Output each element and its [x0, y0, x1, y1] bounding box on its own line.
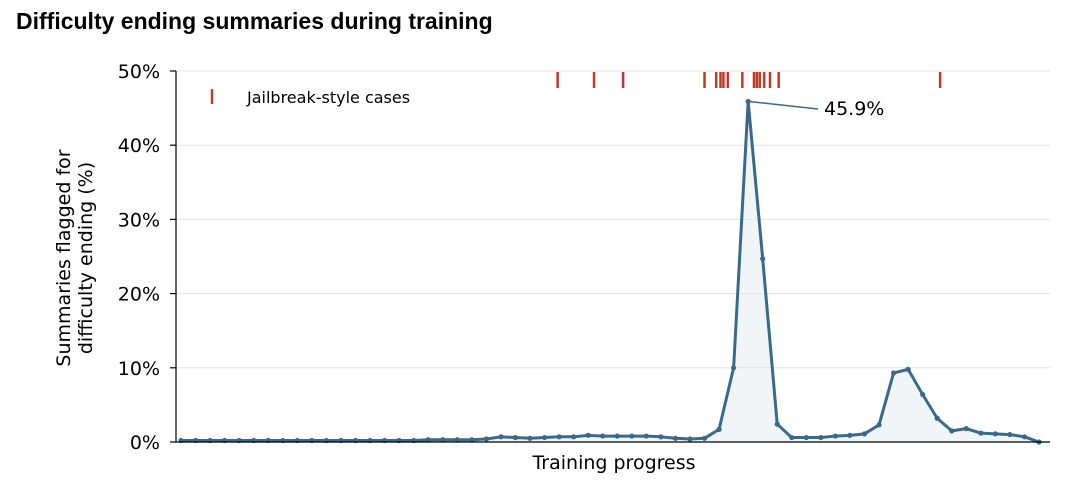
data-point — [789, 434, 795, 441]
data-point — [774, 421, 780, 427]
data-point — [425, 437, 431, 443]
y-tick-label: 40% — [118, 135, 160, 157]
data-point — [992, 431, 998, 437]
y-tick-labels: 0% 10% 20% 30% 40% 50% — [118, 61, 160, 454]
legend-label: Jailbreak-style cases — [246, 88, 410, 107]
area-fill — [181, 101, 1039, 442]
data-point — [803, 434, 809, 441]
data-point — [440, 437, 446, 443]
chart-title: Difficulty ending summaries during train… — [16, 8, 493, 34]
data-point — [934, 415, 940, 421]
data-point — [527, 435, 533, 441]
legend: Jailbreak-style cases — [210, 88, 410, 107]
axes — [170, 70, 1050, 443]
data-point — [672, 435, 679, 441]
data-point — [905, 366, 911, 372]
y-tick-label: 30% — [118, 209, 160, 231]
data-point — [585, 432, 591, 438]
data-point — [818, 434, 824, 441]
series-points — [178, 98, 1042, 445]
area-path — [181, 101, 1039, 442]
annotation-label: 45.9% — [824, 98, 884, 120]
data-point — [556, 434, 562, 440]
y-tick-label: 50% — [118, 61, 160, 83]
y-tick-label: 0% — [130, 432, 160, 454]
data-point — [643, 433, 649, 439]
data-point — [920, 391, 926, 398]
data-point — [978, 430, 984, 436]
data-point — [760, 256, 766, 262]
data-point — [861, 431, 868, 437]
peak-annotation: 45.9% — [748, 98, 884, 120]
data-point — [483, 436, 489, 442]
data-point — [658, 434, 664, 440]
data-point — [687, 436, 693, 442]
data-point — [541, 434, 548, 441]
y-tick-label: 20% — [118, 284, 160, 306]
grid-lines — [176, 70, 1050, 369]
data-point — [847, 432, 853, 438]
data-point — [614, 433, 620, 439]
data-point — [454, 437, 460, 443]
data-point — [701, 435, 708, 441]
data-point — [716, 426, 722, 432]
data-point — [469, 437, 475, 443]
data-point — [571, 434, 577, 440]
data-point — [949, 428, 955, 434]
y-tick-label: 10% — [118, 358, 160, 380]
data-point — [512, 434, 519, 441]
data-point — [963, 426, 969, 432]
data-point — [498, 434, 504, 440]
data-point — [1007, 431, 1013, 438]
data-point — [832, 433, 839, 439]
y-axis-label-line-2: difficulty ending (%) — [75, 162, 97, 354]
y-axis-label: Summaries flagged for difficulty ending … — [53, 149, 97, 366]
data-point — [629, 433, 635, 439]
annotation-leader — [748, 100, 819, 110]
data-point — [890, 370, 897, 376]
data-point — [731, 365, 737, 371]
data-point — [876, 422, 882, 428]
jailbreak-rug — [556, 72, 942, 88]
data-point — [1021, 434, 1028, 440]
x-axis-label: Training progress — [531, 452, 695, 474]
data-point — [600, 433, 606, 439]
y-axis-label-line-1: Summaries flagged for — [53, 149, 75, 366]
